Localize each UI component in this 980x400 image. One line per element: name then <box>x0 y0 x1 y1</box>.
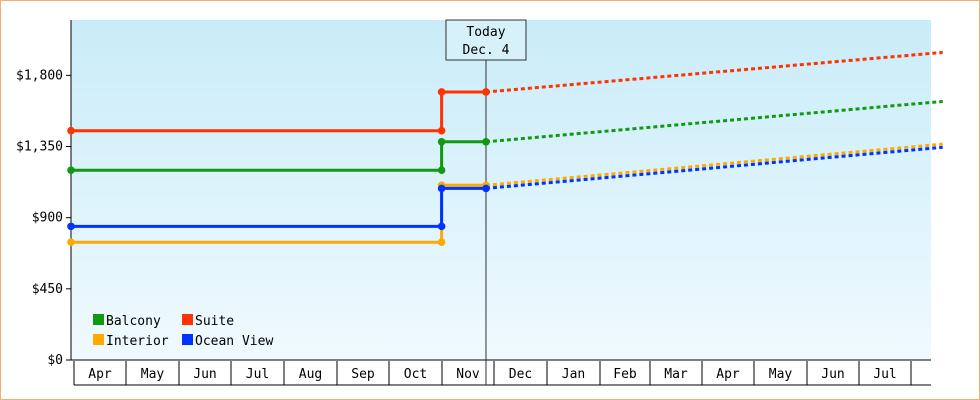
legend-swatch <box>93 334 104 345</box>
x-tick-label: Jul <box>246 367 269 382</box>
x-tick-label: Mar <box>664 367 688 382</box>
data-point <box>437 137 446 146</box>
data-point <box>67 238 75 246</box>
data-point <box>67 222 75 231</box>
y-tick-label: $1,800 <box>16 68 63 83</box>
today-date: Dec. 4 <box>463 43 510 58</box>
x-tick-label: Apr <box>716 367 740 382</box>
data-point <box>437 88 446 96</box>
data-point <box>437 184 446 193</box>
plot-background <box>71 20 931 360</box>
series-line <box>71 140 486 172</box>
data-point <box>482 137 490 146</box>
legend-label: Ocean View <box>195 334 273 349</box>
x-tick-label: Apr <box>88 367 112 382</box>
today-label: Today <box>466 25 505 40</box>
x-tick-label: Aug <box>299 367 322 382</box>
legend-swatch <box>182 334 193 345</box>
y-tick-label: $450 <box>32 282 63 297</box>
legend-label: Suite <box>195 314 234 329</box>
x-tick-label: Jul <box>873 367 896 382</box>
x-tick-label: May <box>141 367 165 382</box>
legend-swatch <box>93 314 104 325</box>
data-point <box>67 166 75 175</box>
legend-swatch <box>182 314 193 325</box>
series-line <box>71 90 486 133</box>
x-tick-label: May <box>769 367 793 382</box>
x-tick-label: Sep <box>351 367 375 382</box>
series-line <box>71 186 486 228</box>
x-tick-label: Nov <box>456 367 480 382</box>
data-point <box>437 238 446 246</box>
y-tick-label: $900 <box>32 211 63 226</box>
x-tick-label: Feb <box>613 367 637 382</box>
x-tick-label: Jun <box>193 367 216 382</box>
today-box <box>445 19 527 61</box>
data-point <box>482 88 490 96</box>
x-tick-label: Dec <box>509 367 532 382</box>
y-tick-label: $1,350 <box>16 140 63 155</box>
x-tick-label: Oct <box>404 367 427 382</box>
legend-label: Balcony <box>106 314 161 329</box>
x-tick-label: Jun <box>821 367 844 382</box>
data-point <box>437 222 446 231</box>
data-point <box>437 126 446 135</box>
legend-label: Interior <box>106 334 169 349</box>
data-point <box>482 184 490 193</box>
y-tick-label: $0 <box>47 353 63 368</box>
data-point <box>437 166 446 175</box>
x-tick-label: Jan <box>562 367 585 382</box>
data-point <box>67 126 75 135</box>
